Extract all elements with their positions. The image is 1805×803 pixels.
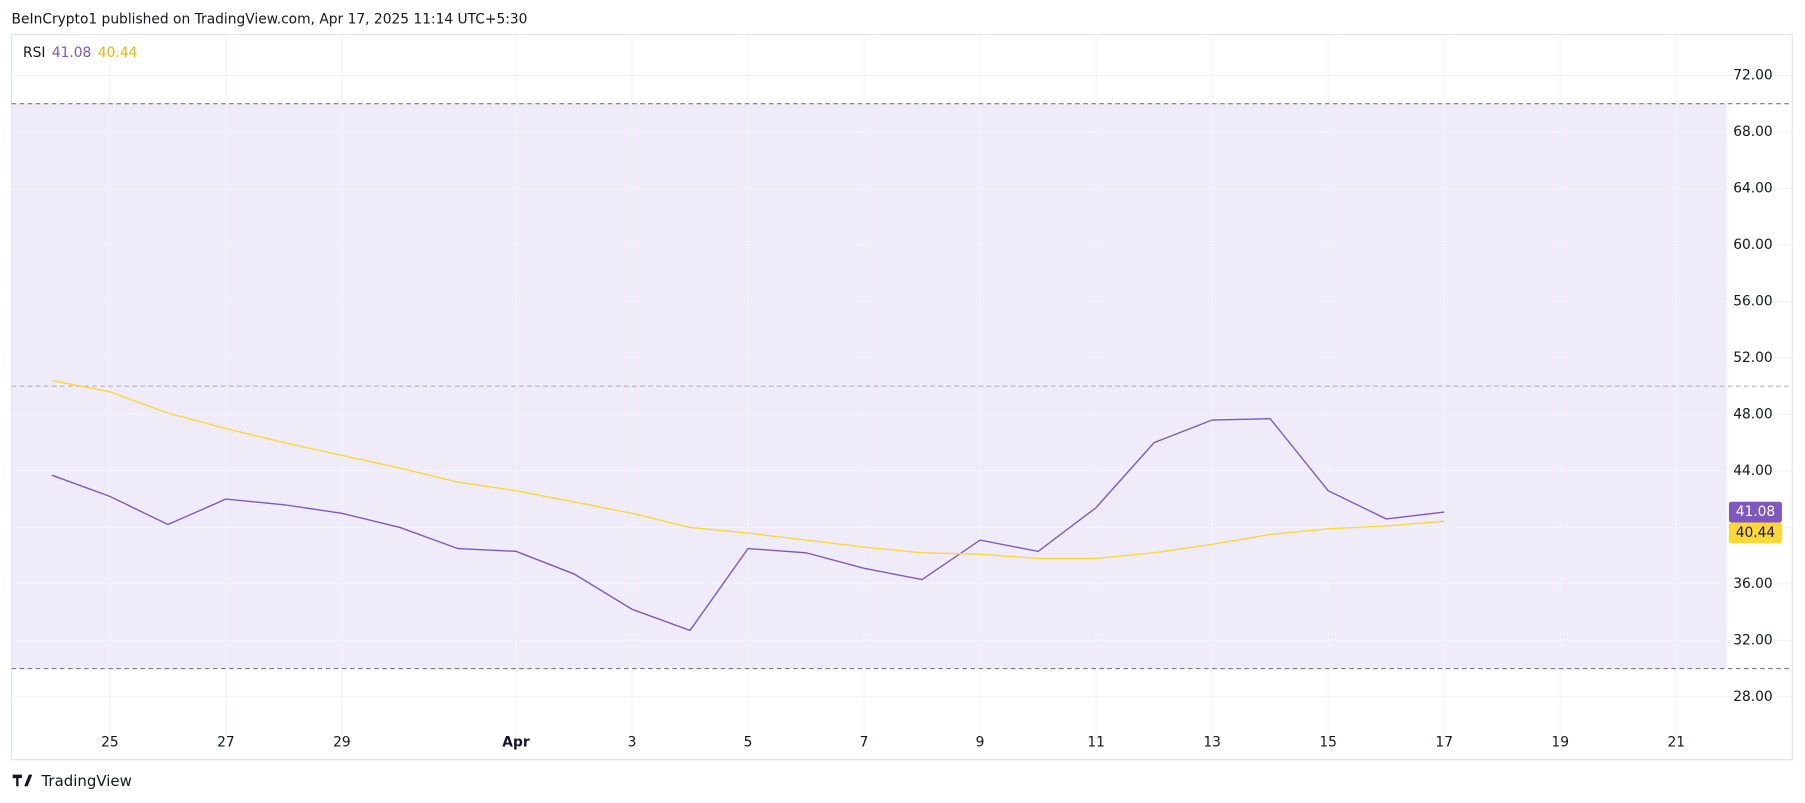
footer: TradingView <box>40 772 131 790</box>
y-tick-label: 36.00 <box>1733 576 1773 592</box>
price-tag-label: 41.08 <box>1736 504 1776 520</box>
x-tick-label: 11 <box>1087 734 1105 750</box>
y-tick-label: 64.00 <box>1733 180 1773 196</box>
x-tick-label: Apr <box>502 734 530 750</box>
x-tick-label: 19 <box>1551 734 1569 750</box>
y-tick-label: 56.00 <box>1733 293 1773 309</box>
y-tick-label: 60.00 <box>1733 237 1773 253</box>
series-line <box>51 417 1445 632</box>
x-tick-label: 17 <box>1435 734 1453 750</box>
x-tick-label: 27 <box>217 734 235 750</box>
y-tick-label: 28.00 <box>1733 689 1773 705</box>
x-tick-label: 25 <box>101 734 119 750</box>
legend-name: RSI <box>23 45 45 61</box>
logo-icon <box>12 774 33 787</box>
x-tick-label: 3 <box>628 734 637 750</box>
y-tick-label: 68.00 <box>1733 124 1773 140</box>
x-tick-label: 7 <box>860 734 869 750</box>
x-tick-label: 15 <box>1319 734 1337 750</box>
y-tick-label: 72.00 <box>1733 67 1773 83</box>
logo: TradingView <box>12 772 132 790</box>
y-tick-label: 32.00 <box>1733 632 1773 648</box>
x-tick-label: 29 <box>333 734 351 750</box>
price-tag <box>1728 522 1782 544</box>
y-tick-label: 44.00 <box>1733 463 1773 479</box>
legend-value: 41.08 <box>52 45 91 61</box>
y-tick-label: 48.00 <box>1733 406 1773 422</box>
x-tick-label: 21 <box>1667 734 1685 750</box>
legend-value: 40.44 <box>98 45 138 61</box>
header: BeInCrypto1 published on TradingView.com… <box>12 12 528 28</box>
price-tag <box>1728 501 1782 523</box>
series-line <box>51 379 1445 560</box>
x-tick-label: 13 <box>1203 734 1221 750</box>
price-tag-label: 40.44 <box>1736 525 1776 541</box>
x-tick-label: 9 <box>976 734 985 750</box>
plot: 28.0032.0036.0040.0044.0048.0052.0056.00… <box>11 34 1793 750</box>
x-tick-label: 5 <box>744 734 753 750</box>
y-tick-label: 52.00 <box>1733 350 1773 366</box>
